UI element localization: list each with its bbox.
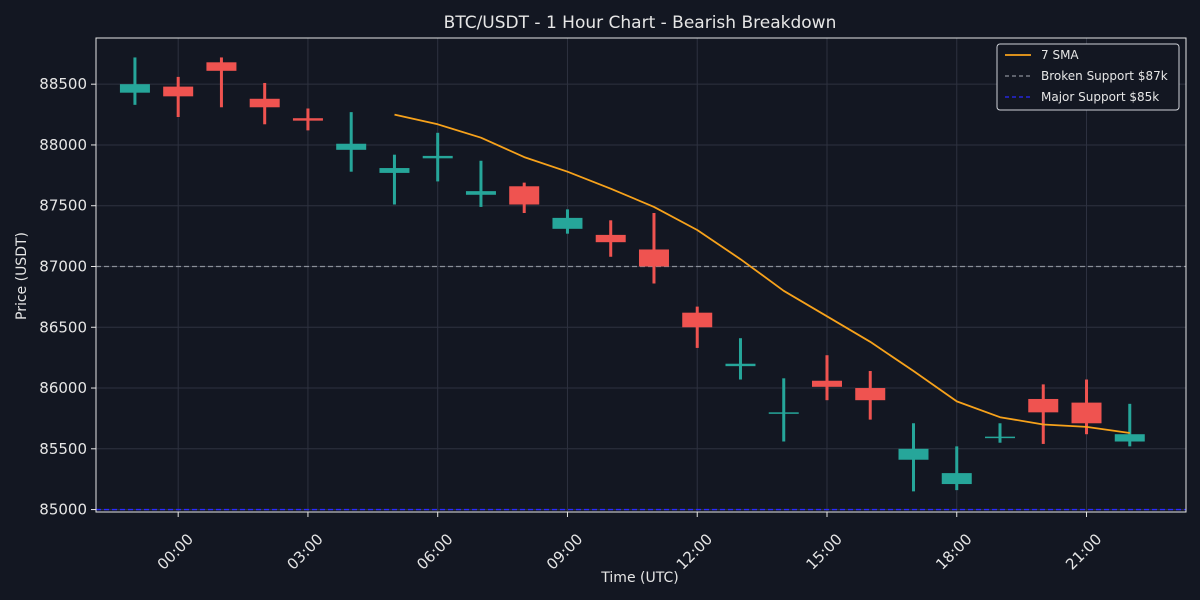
candle-body	[811, 380, 842, 387]
y-axis-label: Price (USDT)	[14, 232, 30, 320]
x-axis-label: Time (UTC)	[600, 570, 678, 586]
y-tick-label: 87500	[39, 197, 87, 215]
candle-body	[985, 436, 1016, 439]
sma-line	[394, 113, 1130, 434]
candle-body	[1071, 402, 1102, 424]
candle-body	[422, 155, 453, 159]
candle-body	[249, 98, 280, 108]
y-tick-label: 86000	[39, 379, 87, 397]
legend-label-sma: 7 SMA	[1041, 48, 1079, 62]
candle-body	[292, 118, 323, 121]
legend-box	[996, 43, 1180, 111]
candle-body	[206, 62, 237, 71]
candle-body	[638, 249, 669, 267]
chart-title: BTC/USDT - 1 Hour Chart - Bearish Breakd…	[444, 13, 837, 33]
candle-body	[898, 448, 929, 460]
candle-body	[336, 143, 367, 150]
candle-body	[941, 473, 972, 485]
candle-body	[855, 388, 886, 401]
candle-body	[682, 312, 713, 328]
candle-body	[1114, 434, 1145, 442]
candle-body	[768, 412, 799, 414]
legend-label-broken-support: Broken Support $87k	[1041, 69, 1168, 83]
candle-body	[509, 186, 540, 205]
sma-layer	[394, 113, 1130, 434]
candle-body	[1028, 398, 1059, 413]
legend-label-major-support: Major Support $85k	[1041, 90, 1159, 104]
candle-body	[595, 234, 626, 243]
candle-body	[163, 86, 194, 97]
candle-body	[119, 84, 150, 93]
y-tick-label: 85500	[39, 440, 87, 458]
y-tick-label: 86500	[39, 318, 87, 336]
plot-frame	[95, 37, 1187, 513]
candles-layer	[119, 57, 1145, 492]
candle-body	[725, 363, 756, 367]
y-tick-label: 88500	[39, 75, 87, 93]
legend: 7 SMA Broken Support $87k Major Support …	[996, 43, 1180, 111]
candle-body	[379, 168, 410, 173]
y-tick-label: 85000	[39, 501, 87, 519]
y-tick-label: 87000	[39, 257, 87, 275]
y-tick-label: 88000	[39, 136, 87, 154]
candle-body	[552, 217, 583, 229]
candle-body	[465, 191, 496, 195]
